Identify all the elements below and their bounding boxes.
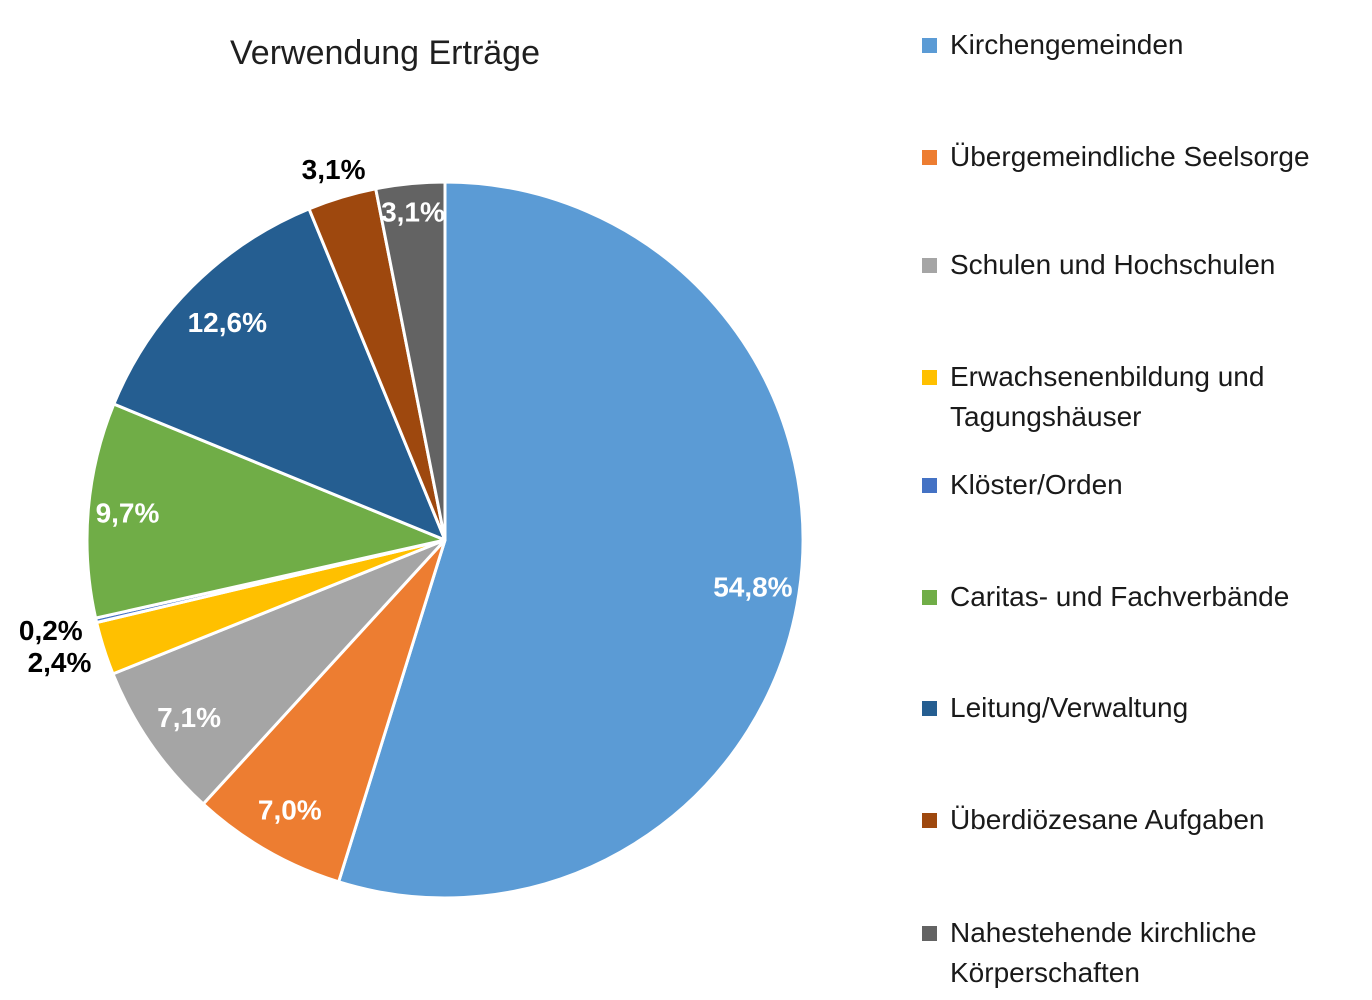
pie-slice-label-6: 12,6% bbox=[188, 307, 267, 338]
pie-slice-label-1: 7,0% bbox=[258, 795, 322, 826]
pie-slice-8 bbox=[374, 180, 447, 542]
pie-slice-label-5: 9,7% bbox=[96, 498, 160, 529]
chart-title: Verwendung Erträge bbox=[230, 34, 540, 72]
pie-slice-label-3: 2,4% bbox=[28, 647, 92, 678]
pie-slice-1 bbox=[201, 538, 447, 884]
pie-slice-6 bbox=[112, 207, 447, 542]
pie-slice-2 bbox=[111, 538, 447, 806]
pie-slice-label-2: 7,1% bbox=[157, 702, 221, 733]
pie-slice-label-0: 54,8% bbox=[713, 571, 792, 602]
pie-slice-5 bbox=[85, 402, 447, 620]
pie-slice-label-7: 3,1% bbox=[302, 154, 366, 185]
pie-slice-label-4: 0,2% bbox=[19, 615, 83, 646]
pie-slice-0 bbox=[337, 180, 805, 900]
pie-slice-label-8: 3,1% bbox=[381, 197, 445, 228]
